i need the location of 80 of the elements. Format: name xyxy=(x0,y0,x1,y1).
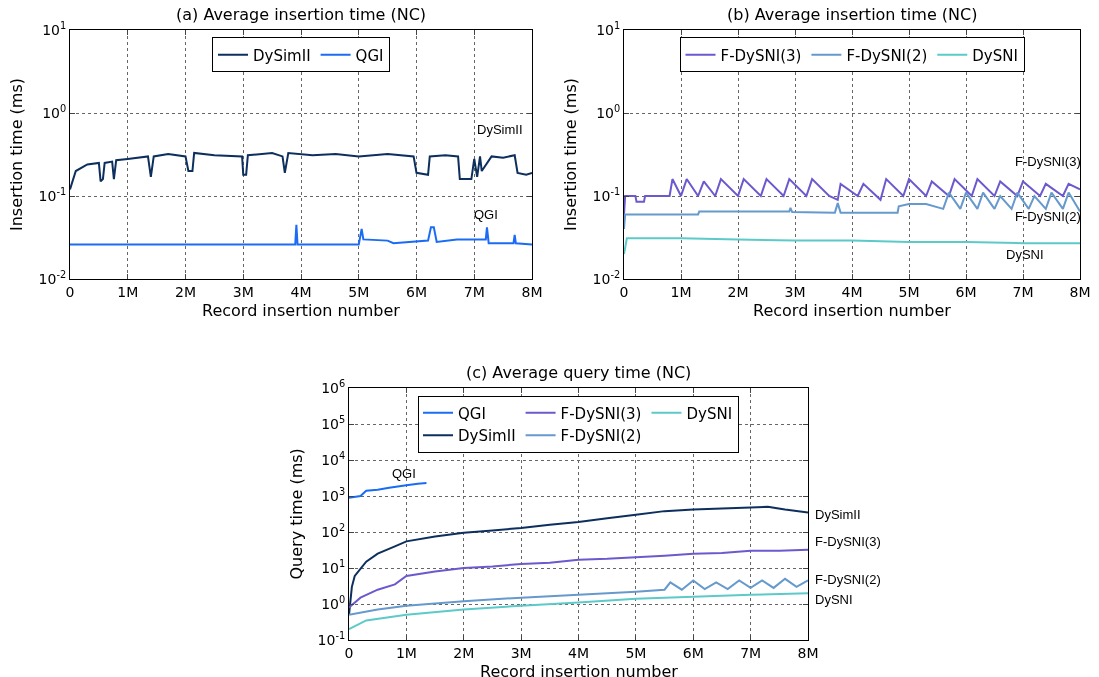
annotation: DySimII xyxy=(477,122,523,137)
line-series xyxy=(70,223,532,246)
legend-label: DySNI xyxy=(972,46,1018,65)
x-tick-label: 4M xyxy=(290,283,312,300)
y-tick-label: 10$^{5}$ xyxy=(321,414,346,432)
legend-label: DySimII xyxy=(458,427,516,446)
x-axis-title: Record insertion number xyxy=(480,662,679,677)
x-tick-label: 3M xyxy=(784,283,806,300)
legend-label: F-DySNI(2) xyxy=(846,46,928,65)
legend-label: F-DySNI(3) xyxy=(560,404,642,423)
y-tick-label: 10$^{-1}$ xyxy=(38,186,67,204)
x-tick-label: 4M xyxy=(568,644,589,661)
y-tick-label: 10$^{0}$ xyxy=(321,594,346,612)
x-tick-label: 2M xyxy=(727,283,749,300)
legend-label: QGI xyxy=(355,46,384,65)
x-tick-label: 7M xyxy=(740,644,762,661)
x-axis-title: Record insertion number xyxy=(202,301,401,320)
y-tick-label: 10$^{1}$ xyxy=(42,20,67,38)
x-tick-label: 8M xyxy=(521,283,543,300)
x-axis-title: Record insertion number xyxy=(753,301,952,320)
y-tick-label: 10$^{-1}$ xyxy=(592,186,621,204)
line-series xyxy=(349,505,808,616)
x-tick-label: 0 xyxy=(619,283,629,300)
x-tick-label: 5M xyxy=(348,283,370,300)
y-tick-label: 10$^{1}$ xyxy=(321,558,346,576)
x-tick-label: 6M xyxy=(406,283,427,300)
legend-label: DySimII xyxy=(253,46,311,65)
text: DySimII xyxy=(815,507,861,522)
x-tick-label: 1M xyxy=(670,283,692,300)
x-tick-label: 0 xyxy=(65,283,75,300)
y-tick-label: 10$^{0}$ xyxy=(596,103,621,121)
x-tick-label: 3M xyxy=(510,644,532,661)
text: F-DySNI(3) xyxy=(815,534,881,549)
legend-label: QGI xyxy=(458,404,486,423)
annotation: QGI xyxy=(392,466,416,481)
chart-title: (a) Average insertion time (NC) xyxy=(176,5,427,24)
x-tick-label: 3M xyxy=(232,283,254,300)
x-tick-label: 2M xyxy=(175,283,196,300)
x-tick-label: 5M xyxy=(898,283,920,300)
line-series xyxy=(349,592,808,631)
y-tick-label: 10$^{4}$ xyxy=(321,450,346,468)
x-tick-label: 6M xyxy=(682,644,704,661)
x-tick-label: 4M xyxy=(841,283,863,300)
line-series xyxy=(349,548,808,609)
y-tick-label: 10$^{2}$ xyxy=(321,522,346,540)
x-tick-label: 5M xyxy=(625,644,647,661)
x-tick-label: 1M xyxy=(395,644,417,661)
x-tick-label: 7M xyxy=(1012,283,1034,300)
x-tick-label: 1M xyxy=(117,283,139,300)
x-tick-label: 8M xyxy=(797,644,819,661)
annotation: DySNI xyxy=(1006,247,1044,262)
legend-label: DySNI xyxy=(686,404,733,423)
annotation: F-DySNI(2) xyxy=(1015,209,1081,224)
y-tick-label: 10$^{1}$ xyxy=(596,20,621,38)
legend-label: F-DySNI(3) xyxy=(720,46,802,65)
chart-title: (c) Average query time (NC) xyxy=(466,363,692,382)
legend-label: F-DySNI(2) xyxy=(560,427,642,446)
y-tick-label: 10$^{6}$ xyxy=(321,378,346,396)
annotation: QGI xyxy=(474,207,498,222)
y-tick-label: 10$^{0}$ xyxy=(42,103,67,121)
chart-title: (b) Average insertion time (NC) xyxy=(727,5,978,24)
x-tick-label: 2M xyxy=(453,644,475,661)
line-series xyxy=(349,481,428,499)
y-axis-title: Insertion time (ms) xyxy=(7,78,26,231)
y-tick-label: 10$^{-2}$ xyxy=(592,269,621,287)
text: F-DySNI(2) xyxy=(815,572,881,587)
x-tick-label: 7M xyxy=(463,283,485,300)
y-tick-label: 10$^{-1}$ xyxy=(317,630,346,648)
x-tick-label: 0 xyxy=(344,644,354,661)
y-tick-label: 10$^{-2}$ xyxy=(38,269,67,287)
y-axis-title: Query time (ms) xyxy=(286,448,306,580)
x-tick-label: 8M xyxy=(1069,283,1091,300)
line-series xyxy=(624,191,1080,231)
annotation: F-DySNI(3) xyxy=(1015,154,1081,169)
line-series xyxy=(70,151,532,191)
line-series xyxy=(349,577,808,616)
y-tick-label: 10$^{3}$ xyxy=(321,486,346,504)
y-axis-title: Insertion time (ms) xyxy=(561,78,580,231)
text: DySNI xyxy=(815,592,853,607)
x-tick-label: 6M xyxy=(955,283,977,300)
